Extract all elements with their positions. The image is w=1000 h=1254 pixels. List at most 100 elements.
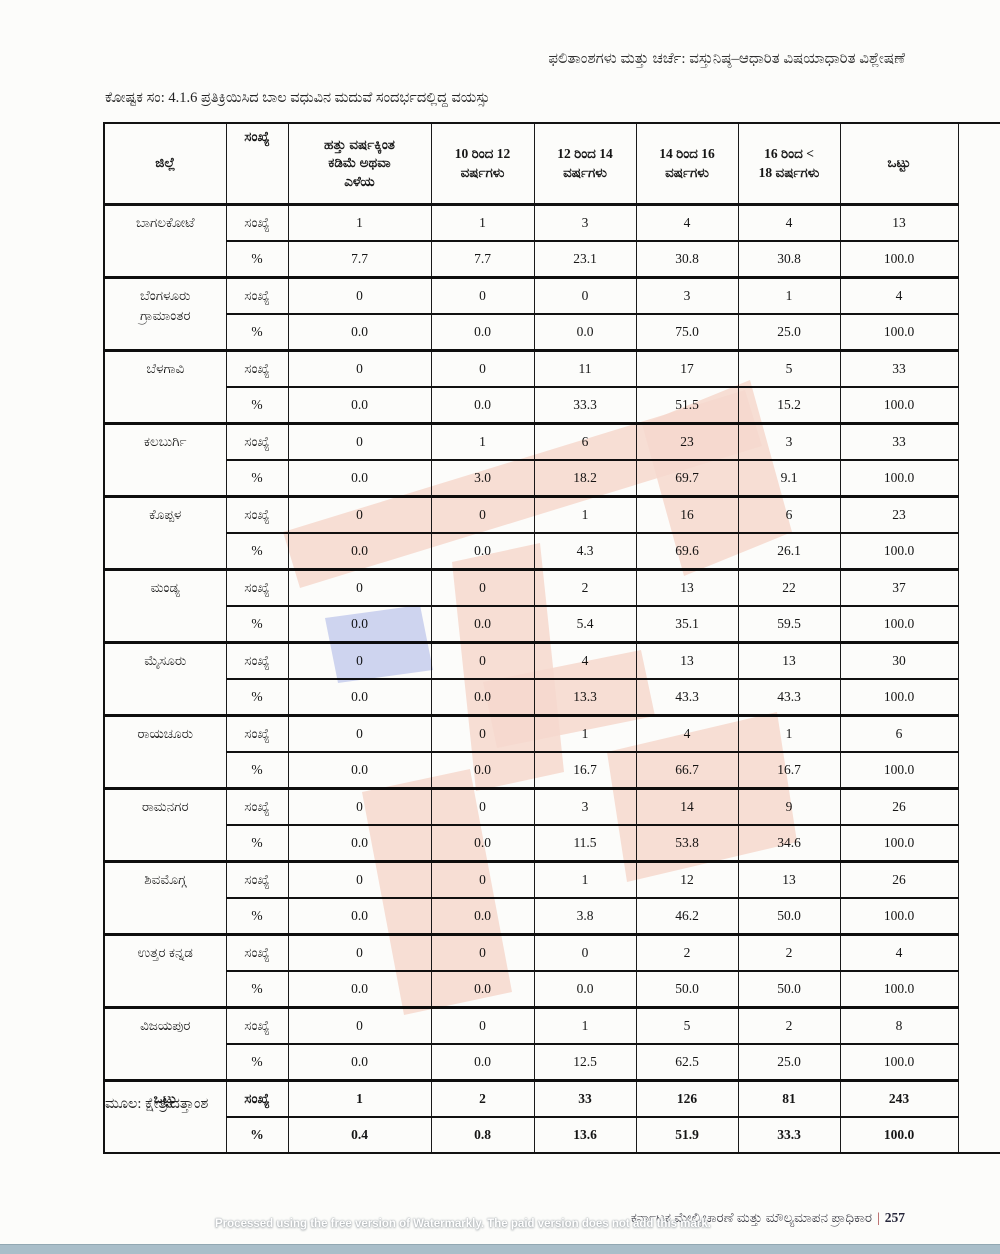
cell-count: 0 xyxy=(430,714,535,753)
cell-percent: 0.0 xyxy=(430,532,535,570)
cell-count: 0 xyxy=(430,1006,535,1045)
district-group: ರಾಮನಗರ ಸಂಖ್ಯೆ 0 0 3 14 9 26% 0.0 0.0 11.5 53.8 34.6 1… xyxy=(103,787,1000,863)
cell-percent: 43.3 xyxy=(635,678,739,716)
source-note: ಮೂಲ: ಕ್ಷೇತ್ರ ದತ್ತಾಂಶ xyxy=(105,1096,209,1112)
cell-count: 3 xyxy=(533,787,637,826)
row-label-count: ಸಂಖ್ಯೆ xyxy=(225,204,289,242)
cell-count: 0 xyxy=(430,349,535,388)
cell-count: 2 xyxy=(430,1079,535,1118)
cell-count: 2 xyxy=(737,933,841,972)
cell-percent: 100.0 xyxy=(839,313,959,351)
cell-count: 13 xyxy=(737,860,841,899)
cell-percent: 26.1 xyxy=(737,532,841,570)
cell-percent: 100.0 xyxy=(839,459,959,497)
cell-percent: 0.0 xyxy=(287,678,432,716)
cell-percent: 33.3 xyxy=(737,1116,841,1154)
cell-count: 33 xyxy=(533,1079,637,1118)
district-name: ಮಂಡ್ಯ xyxy=(103,568,227,644)
cell-percent: 30.8 xyxy=(635,240,739,278)
cell-count: 3 xyxy=(737,422,841,461)
cell-count: 126 xyxy=(635,1079,739,1118)
cell-percent: 62.5 xyxy=(635,1043,739,1081)
header-district: ಜಿಲ್ಲೆ xyxy=(103,122,227,206)
district-group: ಕಲಬುರ್ಗಿ ಸಂಖ್ಯೆ 0 1 6 23 3 33% 0.0 3.0 18.2 69.7 9.1… xyxy=(103,422,1000,498)
cell-count: 0 xyxy=(287,422,432,461)
cell-count: 33 xyxy=(839,349,959,388)
cell-count: 0 xyxy=(287,933,432,972)
district-group: ಉತ್ತರ ಕನ್ನಡ ಸಂಖ್ಯೆ 0 0 0 2 2 4% 0.0 0.0 0.0 50.0 50.… xyxy=(103,933,1000,1009)
row-label-percent: % xyxy=(225,605,289,643)
cell-percent: 16.7 xyxy=(533,751,637,789)
row-label-percent: % xyxy=(225,751,289,789)
cell-percent: 0.0 xyxy=(533,970,637,1008)
cell-percent: 34.6 xyxy=(737,824,841,862)
cell-percent: 51.5 xyxy=(635,386,739,424)
cell-count: 26 xyxy=(839,860,959,899)
cell-count: 81 xyxy=(737,1079,841,1118)
district-name: ರಾಮನಗರ xyxy=(103,787,227,863)
cell-percent: 0.0 xyxy=(430,970,535,1008)
cell-percent: 25.0 xyxy=(737,1043,841,1081)
cell-percent: 69.6 xyxy=(635,532,739,570)
cell-count: 3 xyxy=(635,276,739,315)
cell-percent: 0.0 xyxy=(533,313,637,351)
cell-percent: 3.8 xyxy=(533,897,637,935)
district-name: ಒಟ್ಟು xyxy=(103,1079,227,1154)
cell-count: 2 xyxy=(635,933,739,972)
cell-count: 6 xyxy=(839,714,959,753)
cell-count: 13 xyxy=(635,641,739,680)
cell-percent: 100.0 xyxy=(839,386,959,424)
cell-percent: 0.0 xyxy=(430,897,535,935)
district-group: ಕೊಪ್ಪಳ ಸಂಖ್ಯೆ 0 0 1 16 6 23% 0.0 0.0 4.3 69.6 26.1 10… xyxy=(103,495,1000,571)
row-label-count: ಸಂಖ್ಯೆ xyxy=(225,933,289,972)
cell-percent: 0.0 xyxy=(430,313,535,351)
district-name: ರಾಯಚೂರು xyxy=(103,714,227,790)
cell-count: 0 xyxy=(287,714,432,753)
cell-count: 13 xyxy=(737,641,841,680)
row-label-percent: % xyxy=(225,532,289,570)
cell-count: 0 xyxy=(287,349,432,388)
cell-count: 0 xyxy=(287,787,432,826)
cell-count: 4 xyxy=(737,204,841,242)
running-header: ಫಲಿತಾಂಶಗಳು ಮತ್ತು ಚರ್ಚೆ: ವಸ್ತುನಿಷ್ಠ–ಆಧಾರಿ… xyxy=(548,51,905,67)
cell-count: 6 xyxy=(533,422,637,461)
row-label-percent: % xyxy=(225,313,289,351)
cell-percent: 13.6 xyxy=(533,1116,637,1154)
district-group: ಬೆಂಗಳೂರು ಗ್ರಾಮಾಂತರ ಸಂಖ್ಯೆ 0 0 0 3 1 4% 0.0 0.0 0.0… xyxy=(103,276,1000,352)
cell-percent: 0.0 xyxy=(430,751,535,789)
row-label-count: ಸಂಖ್ಯೆ xyxy=(225,495,289,534)
row-label-count: ಸಂಖ್ಯೆ xyxy=(225,568,289,607)
cell-percent: 15.2 xyxy=(737,386,841,424)
cell-count: 23 xyxy=(839,495,959,534)
cell-count: 1 xyxy=(533,714,637,753)
cell-count: 17 xyxy=(635,349,739,388)
cell-count: 33 xyxy=(839,422,959,461)
cell-percent: 46.2 xyxy=(635,897,739,935)
table-caption: ಕೋಷ್ಟಕ ಸಂ: 4.1.6 ಪ್ರತಿಕ್ರಿಯಿಸಿದ ಬಾಲ ವಧುವ… xyxy=(105,90,490,106)
header-age-14-16: 14 ರಿಂದ 16 ವರ್ಷಗಳು xyxy=(635,122,739,206)
cell-count: 0 xyxy=(287,641,432,680)
district-group: ರಾಯಚೂರು ಸಂಖ್ಯೆ 0 0 1 4 1 6% 0.0 0.0 16.7 66.7 16.7 10… xyxy=(103,714,1000,790)
header-age-12-14: 12 ರಿಂದ 14 ವರ್ಷಗಳು xyxy=(533,122,637,206)
cell-count: 5 xyxy=(635,1006,739,1045)
cell-count: 1 xyxy=(737,714,841,753)
table-header-row: ಜಿಲ್ಲೆ ಸಂಖ್ಯೆ ಹತ್ತು ವರ್ಷಕ್ಕಿಂತ ಕಡಿಮೆ ಅಥವ… xyxy=(103,122,1000,206)
cell-percent: 50.0 xyxy=(635,970,739,1008)
district-group: ಬೆಳಗಾವಿ ಸಂಖ್ಯೆ 0 0 11 17 5 33% 0.0 0.0 33.3 51.5 15.… xyxy=(103,349,1000,425)
cell-percent: 9.1 xyxy=(737,459,841,497)
bottom-scan-bar xyxy=(0,1244,1000,1254)
row-label-percent: % xyxy=(225,1116,289,1154)
row-label-percent: % xyxy=(225,824,289,862)
district-group: ಮಂಡ್ಯ ಸಂಖ್ಯೆ 0 0 2 13 22 37% 0.0 0.0 5.4 35.1 59.5 10… xyxy=(103,568,1000,644)
cell-percent: 100.0 xyxy=(839,1116,959,1154)
cell-count: 1 xyxy=(430,204,535,242)
cell-count: 1 xyxy=(533,860,637,899)
footer-page-number: 257 xyxy=(884,1210,905,1225)
cell-count: 8 xyxy=(839,1006,959,1045)
cell-percent: 0.0 xyxy=(287,386,432,424)
cell-percent: 69.7 xyxy=(635,459,739,497)
cell-percent: 100.0 xyxy=(839,605,959,643)
district-name: ಬಾಗಲಕೋಟೆ xyxy=(103,204,227,279)
cell-percent: 23.1 xyxy=(533,240,637,278)
cell-count: 37 xyxy=(839,568,959,607)
